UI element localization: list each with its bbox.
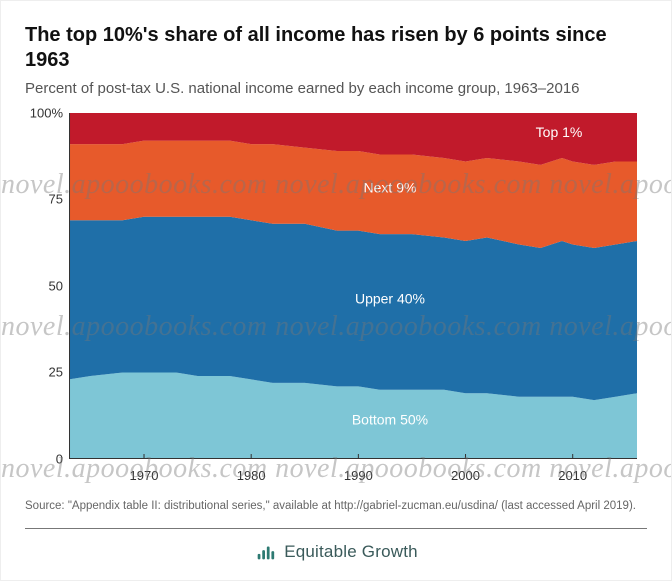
y-tick: 50	[25, 278, 63, 293]
x-tick: 2010	[558, 468, 587, 483]
y-tick: 100%	[25, 105, 63, 120]
x-tick: 1980	[237, 468, 266, 483]
x-tick: 1970	[130, 468, 159, 483]
y-tick: 75	[25, 192, 63, 207]
x-axis: 1970 1980 1990 2000 2010	[69, 461, 637, 483]
brand-name: Equitable Growth	[284, 542, 418, 562]
chart-card: The top 10%'s share of all income has ri…	[0, 0, 672, 581]
chart-title: The top 10%'s share of all income has ri…	[25, 23, 647, 73]
x-tick: 2000	[451, 468, 480, 483]
chart-subtitle: Percent of post-tax U.S. national income…	[25, 79, 647, 99]
y-axis: 0255075100%	[25, 113, 65, 459]
source-note: Source: "Appendix table II: distribution…	[25, 493, 647, 515]
footer: Equitable Growth	[25, 529, 647, 563]
plot-area: 0255075100% Bottom 50%Upper 40%Next 9%To…	[25, 113, 647, 483]
stacked-area-chart	[69, 113, 637, 459]
equitable-growth-logo-icon	[254, 541, 276, 563]
x-tick: 1990	[344, 468, 373, 483]
y-tick: 25	[25, 365, 63, 380]
plot: Bottom 50%Upper 40%Next 9%Top 1%	[69, 113, 637, 459]
y-tick: 0	[25, 451, 63, 466]
